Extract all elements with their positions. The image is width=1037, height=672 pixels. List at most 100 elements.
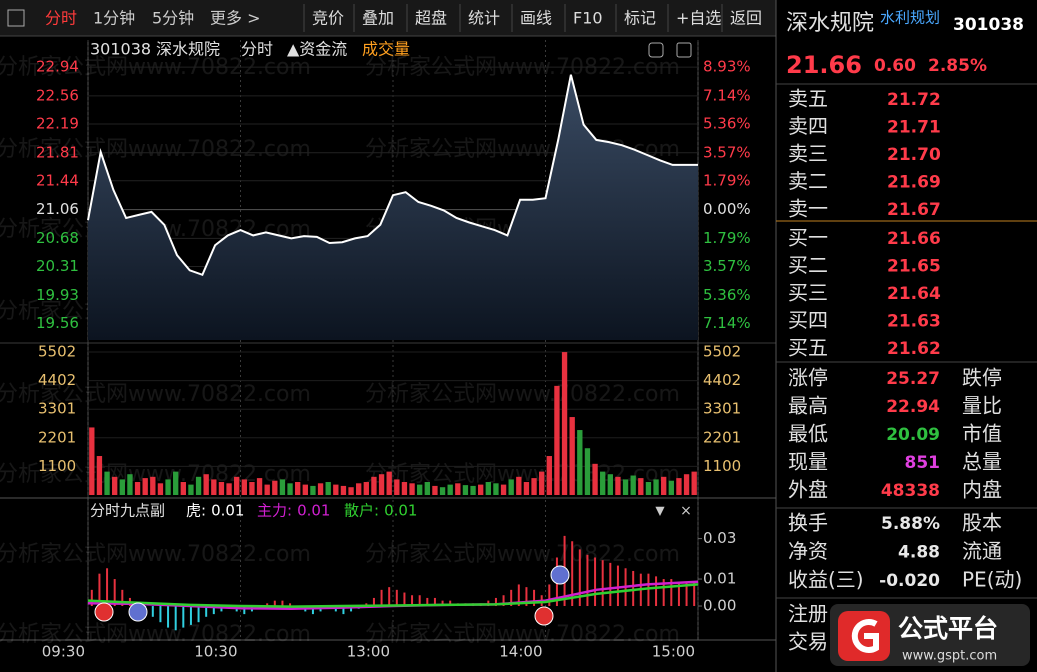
book-price: 21.66 — [887, 229, 941, 249]
finance-label: 股本 — [962, 511, 1002, 535]
chart-header-volume[interactable]: 成交量 — [362, 40, 410, 59]
toolbar-button[interactable]: 竞价 — [312, 9, 344, 28]
logo-name: 公式平台 — [898, 614, 998, 643]
volume-bar — [96, 456, 103, 495]
volume-bar — [668, 480, 674, 495]
toolbar-button[interactable]: +自选 — [676, 9, 721, 28]
book-label: 卖五 — [788, 87, 828, 111]
legend-value: 0.01 — [384, 502, 417, 520]
y-tick-label: 20.68 — [36, 229, 79, 247]
stat-value: 25.27 — [886, 369, 940, 389]
y-tick-label: 5502 — [38, 343, 76, 361]
finance-value: 5.88% — [881, 514, 940, 534]
panel-button[interactable] — [676, 42, 692, 58]
logo-url: www.gspt.com — [902, 649, 997, 664]
y-tick-label: 21.06 — [36, 200, 79, 218]
y2-tick-label: 0.00 — [703, 597, 736, 615]
volume-bar — [340, 485, 347, 495]
volume-bar — [188, 484, 194, 495]
stat-label: 外盘 — [788, 478, 828, 502]
book-price: 21.65 — [887, 257, 941, 277]
y-tick-label: 4402 — [38, 371, 76, 389]
volume-bar — [676, 478, 682, 495]
volume-bar — [447, 484, 453, 495]
chart-header-name: 深水规院 — [156, 40, 220, 59]
logo-icon-glyph — [851, 619, 879, 653]
toolbar-button[interactable]: 叠加 — [362, 9, 394, 28]
toolbar-button[interactable]: F10 — [573, 9, 603, 28]
volume-bar — [371, 476, 377, 495]
toolbar-button[interactable]: 统计 — [468, 9, 500, 28]
toolbar-tab[interactable]: 1分钟 — [93, 9, 135, 28]
volume-bar — [234, 476, 240, 495]
book-price: 21.67 — [887, 200, 941, 220]
volume-bar — [508, 479, 514, 495]
legend-value: 0.01 — [211, 502, 244, 520]
legend-name: 散户: — [344, 502, 379, 520]
industry: 水利规划 — [880, 9, 940, 27]
quote-panel: 深水规院 水利规划 301038 21.66 0.60 2.85% 卖五 21.72 卖四 21.… — [786, 9, 1024, 654]
stat-value: 20.09 — [886, 425, 940, 445]
chart-header-flow[interactable]: ▲资金流 — [287, 40, 347, 59]
pct-tick-label: 1.79% — [703, 229, 751, 247]
toolbar-button[interactable]: 标记 — [624, 9, 656, 28]
volume-bar — [424, 482, 430, 495]
panel-button[interactable] — [648, 42, 664, 58]
stat-label: 最低 — [788, 422, 828, 446]
toolbar-icon[interactable] — [7, 9, 25, 27]
volume-bar — [478, 484, 484, 495]
panel-menu[interactable]: ▼ — [655, 504, 665, 518]
y-tick-label: 2201 — [38, 428, 76, 446]
volume-bar — [645, 482, 652, 495]
stock-name: 深水规院 — [786, 11, 874, 36]
volume-bar — [295, 482, 301, 495]
panel-close[interactable]: × — [680, 503, 692, 519]
toolbar-button[interactable]: 画线 — [520, 9, 552, 28]
book-label: 卖二 — [788, 169, 828, 193]
x-tick-label: 14:00 — [499, 643, 542, 661]
book-price: 21.72 — [887, 90, 941, 110]
toolbar-tab[interactable]: 分时 — [45, 9, 77, 28]
volume-bar — [363, 482, 369, 495]
volume-bar — [165, 479, 171, 495]
signal-icon — [128, 602, 148, 622]
toolbar-tab[interactable]: 更多 > — [210, 9, 261, 28]
price-line — [87, 74, 698, 277]
legend-name: 主力: — [257, 502, 292, 520]
volume-bar — [195, 476, 202, 495]
volume-bar — [317, 483, 324, 495]
finance-label: 净资 — [788, 539, 828, 563]
toolbar-tab[interactable]: 5分钟 — [152, 9, 194, 28]
signal-icon — [550, 565, 570, 585]
stat-label: 最高 — [788, 394, 828, 418]
y2-tick-label: 1100 — [703, 457, 741, 475]
toolbar-button[interactable]: 超盘 — [415, 9, 447, 28]
toolbar-bg — [0, 0, 776, 36]
price-change-pct: 2.85% — [928, 56, 987, 76]
stat-label: 市值 — [962, 422, 1002, 446]
price-area — [88, 74, 698, 340]
book-label: 卖一 — [788, 197, 828, 221]
volume-bar — [485, 482, 491, 495]
book-price: 21.70 — [887, 145, 941, 165]
y-tick-label: 19.56 — [36, 314, 79, 332]
volume-bar — [409, 483, 415, 495]
pct-tick-label: 3.57% — [703, 143, 751, 161]
legend-name: 虎: — [186, 502, 206, 520]
volume-bar — [142, 478, 148, 495]
volume-bar — [279, 479, 286, 495]
stat-value: 851 — [905, 453, 941, 473]
volume-bar — [417, 484, 423, 495]
volume-bar — [218, 482, 225, 495]
y-tick-label: 1100 — [38, 457, 76, 475]
volume-bar — [325, 482, 331, 495]
price-change: 0.60 — [874, 56, 916, 76]
toolbar-button[interactable]: 返回 — [730, 9, 762, 28]
footer-text: 交易 — [788, 630, 828, 654]
volume-bar — [272, 480, 278, 495]
book-price: 21.71 — [887, 118, 941, 138]
watermark: 分析家公式网www.70822.com — [0, 542, 311, 567]
volume-bar — [394, 479, 400, 495]
volume-bar — [630, 475, 636, 495]
